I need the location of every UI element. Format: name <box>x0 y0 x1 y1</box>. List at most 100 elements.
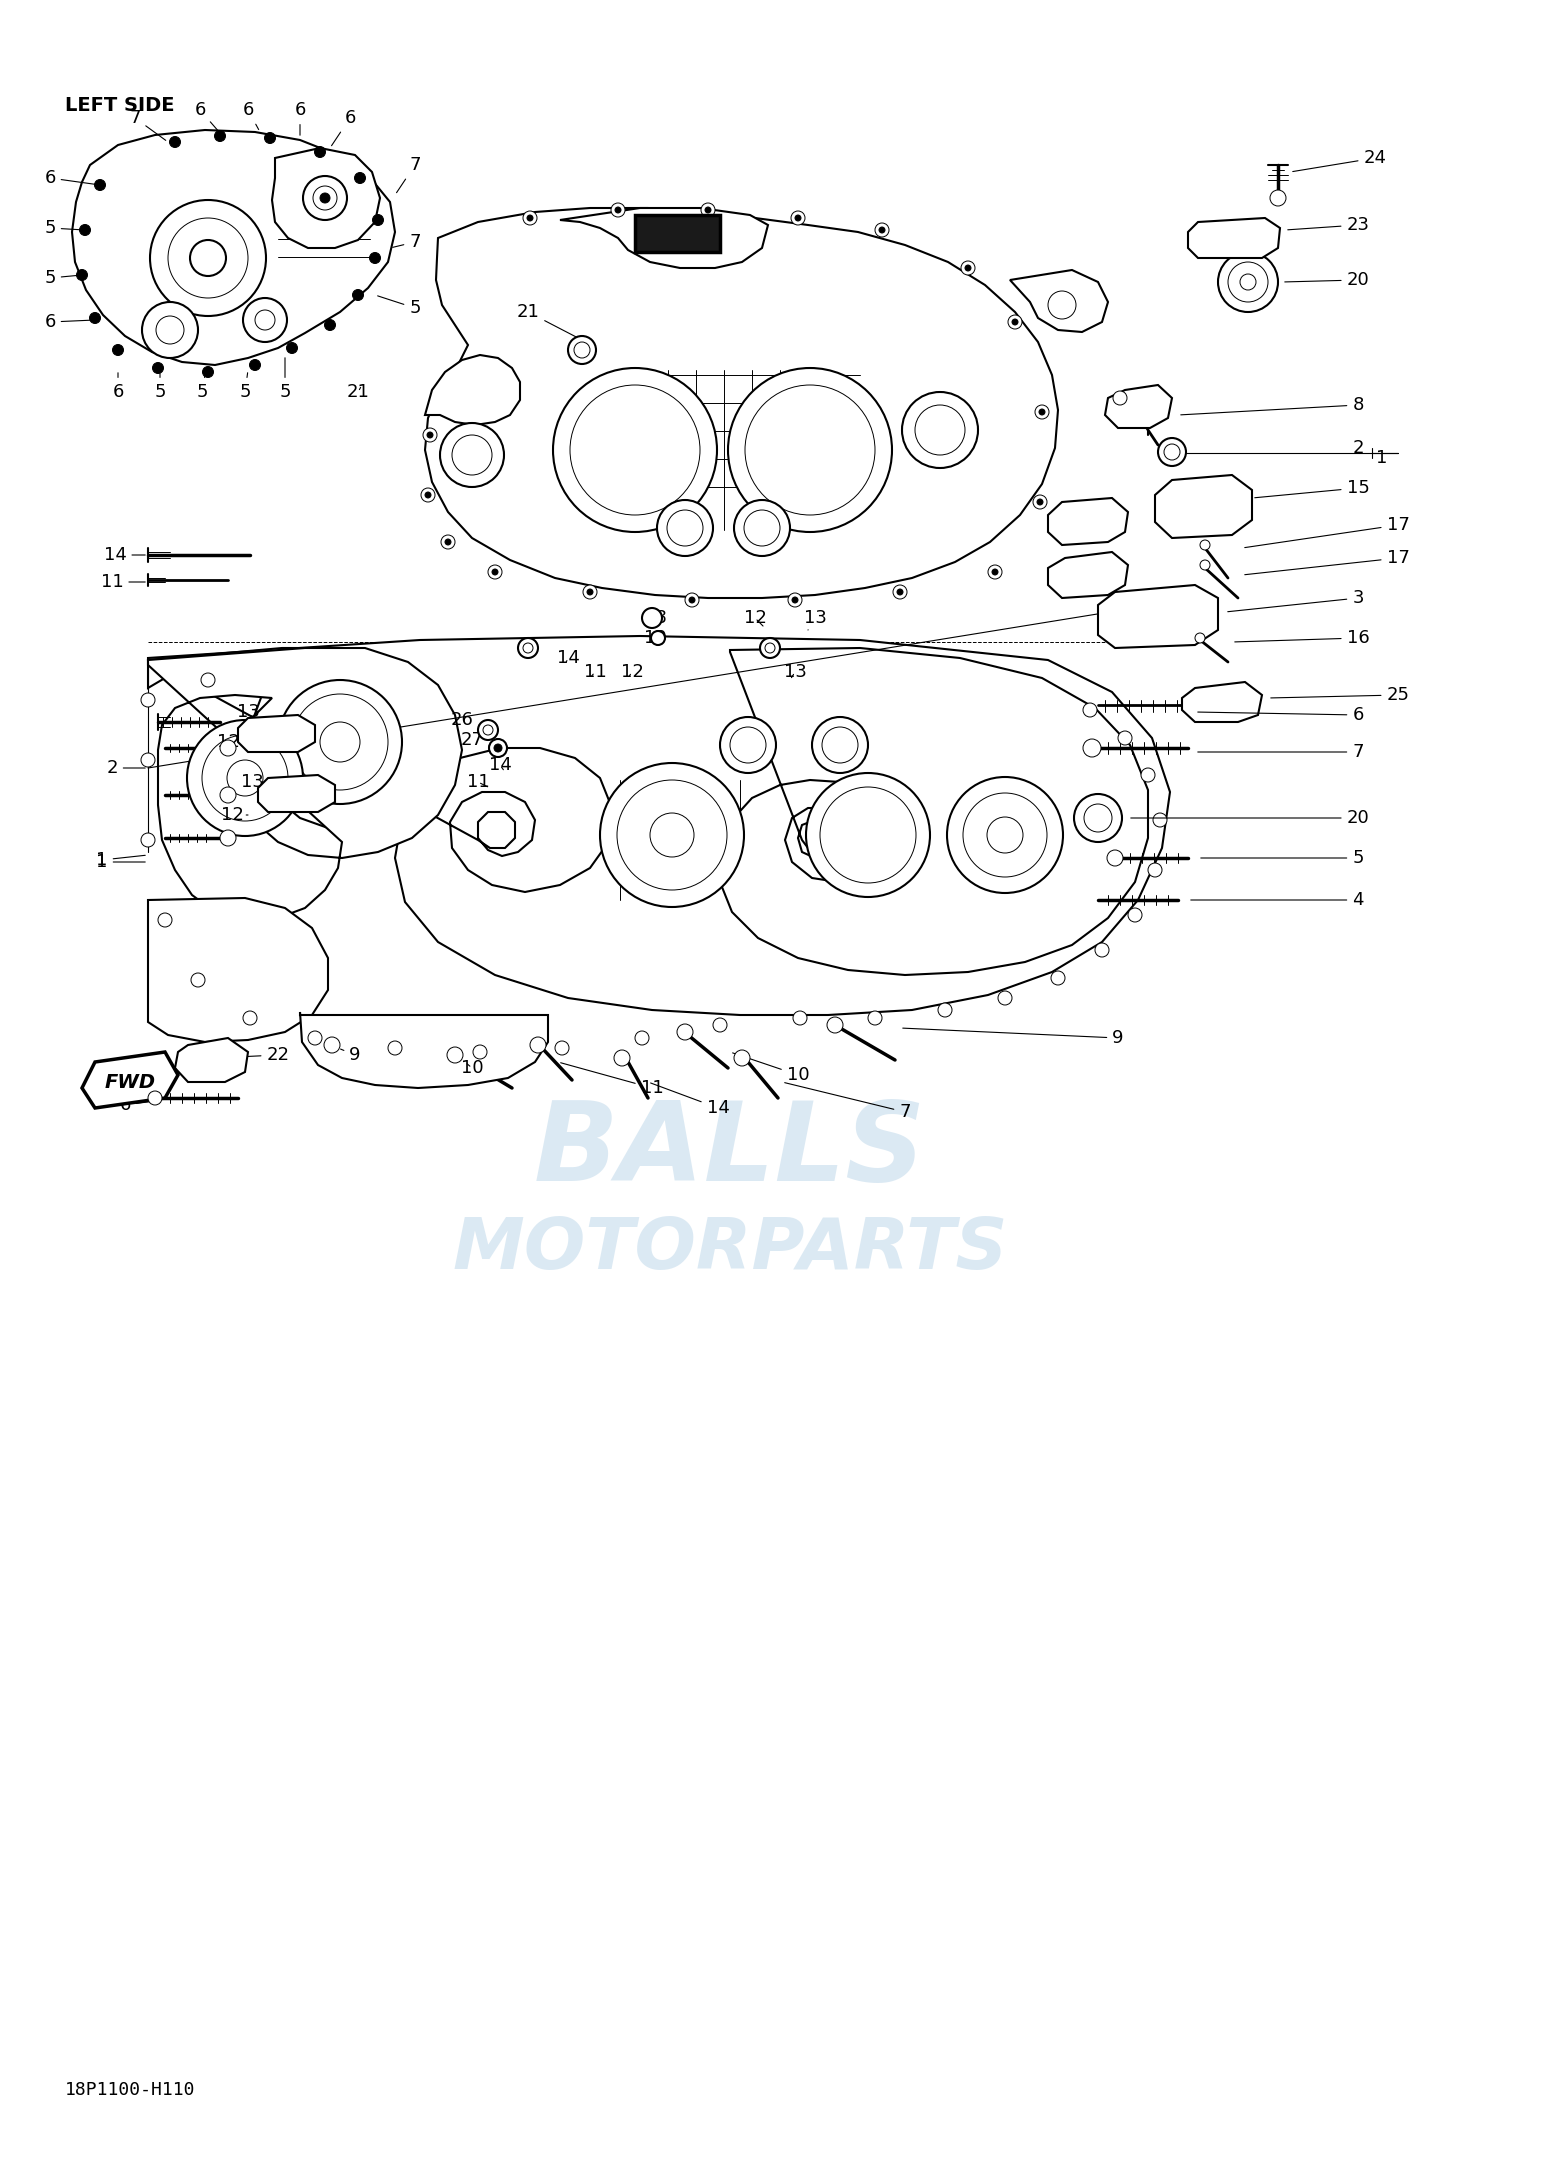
Circle shape <box>523 211 537 225</box>
Circle shape <box>1095 944 1109 957</box>
Text: 25: 25 <box>1271 687 1409 704</box>
Circle shape <box>441 534 455 549</box>
Circle shape <box>720 717 776 774</box>
Circle shape <box>987 818 1022 852</box>
Text: 12: 12 <box>221 807 248 824</box>
Polygon shape <box>1183 682 1261 722</box>
Text: LEFT SIDE: LEFT SIDE <box>65 96 174 116</box>
Circle shape <box>140 752 156 767</box>
Circle shape <box>641 608 662 628</box>
Circle shape <box>1227 262 1268 303</box>
Polygon shape <box>1049 552 1129 597</box>
Circle shape <box>555 1042 569 1055</box>
Polygon shape <box>1049 497 1129 545</box>
Circle shape <box>1200 541 1210 549</box>
Circle shape <box>493 743 503 752</box>
Circle shape <box>191 972 205 988</box>
Circle shape <box>651 630 665 645</box>
Circle shape <box>244 299 287 342</box>
Circle shape <box>734 499 790 556</box>
Circle shape <box>1035 405 1049 419</box>
Circle shape <box>530 1038 546 1053</box>
Circle shape <box>965 266 971 270</box>
Circle shape <box>427 432 433 438</box>
Text: 26: 26 <box>450 711 486 728</box>
Polygon shape <box>258 776 335 811</box>
Circle shape <box>187 719 302 835</box>
Circle shape <box>635 1031 649 1044</box>
Circle shape <box>353 290 364 301</box>
Circle shape <box>278 680 402 804</box>
Circle shape <box>291 693 389 789</box>
Text: 6: 6 <box>45 314 93 331</box>
Text: 12: 12 <box>743 608 766 628</box>
Circle shape <box>447 1046 463 1064</box>
Circle shape <box>554 368 717 532</box>
Circle shape <box>321 194 330 203</box>
Circle shape <box>822 726 857 763</box>
Circle shape <box>446 538 450 545</box>
Circle shape <box>1240 275 1257 290</box>
Text: 6: 6 <box>295 100 305 135</box>
Circle shape <box>265 133 276 144</box>
Circle shape <box>1039 410 1045 414</box>
Polygon shape <box>560 207 768 268</box>
Circle shape <box>156 316 183 344</box>
Circle shape <box>483 726 493 735</box>
Circle shape <box>728 368 891 532</box>
Text: 6: 6 <box>45 170 97 187</box>
Circle shape <box>200 674 214 687</box>
Circle shape <box>813 717 868 774</box>
Text: 6: 6 <box>1198 706 1363 724</box>
Circle shape <box>992 569 998 576</box>
Circle shape <box>202 366 213 377</box>
Circle shape <box>806 774 930 896</box>
Circle shape <box>571 386 700 514</box>
Circle shape <box>1082 702 1096 717</box>
Circle shape <box>489 739 507 756</box>
Text: 1: 1 <box>96 850 145 870</box>
Text: 15: 15 <box>1255 480 1369 497</box>
Polygon shape <box>148 898 328 1042</box>
Polygon shape <box>1187 218 1280 257</box>
Circle shape <box>1082 739 1101 756</box>
Circle shape <box>1271 190 1286 205</box>
Polygon shape <box>426 207 1058 597</box>
Text: 16: 16 <box>1235 630 1369 647</box>
Text: 13: 13 <box>241 774 268 791</box>
Circle shape <box>874 222 890 238</box>
Circle shape <box>168 218 248 299</box>
Polygon shape <box>148 647 438 831</box>
Circle shape <box>250 360 261 371</box>
Text: 6: 6 <box>242 100 259 129</box>
Circle shape <box>897 589 904 595</box>
Text: 5: 5 <box>45 268 79 288</box>
Circle shape <box>1158 438 1186 467</box>
Circle shape <box>820 787 916 883</box>
Polygon shape <box>1010 270 1109 331</box>
Text: 7: 7 <box>396 157 421 192</box>
Text: 9: 9 <box>902 1029 1124 1046</box>
Polygon shape <box>72 131 395 364</box>
Circle shape <box>89 312 100 323</box>
Text: 12: 12 <box>216 732 245 750</box>
Circle shape <box>796 216 800 220</box>
Circle shape <box>1052 970 1066 985</box>
Text: 1: 1 <box>96 852 145 872</box>
Circle shape <box>1012 318 1018 325</box>
Circle shape <box>426 493 432 497</box>
Text: 11: 11 <box>583 663 606 680</box>
Circle shape <box>214 131 225 142</box>
Text: 2: 2 <box>1352 438 1363 458</box>
Circle shape <box>689 597 695 604</box>
Text: 13: 13 <box>236 702 265 722</box>
Circle shape <box>879 227 885 233</box>
Circle shape <box>1147 863 1163 876</box>
Text: 6: 6 <box>194 100 217 131</box>
Circle shape <box>1008 314 1022 329</box>
Circle shape <box>567 336 597 364</box>
Circle shape <box>685 593 699 606</box>
Circle shape <box>244 1012 258 1025</box>
Circle shape <box>439 423 504 486</box>
Text: 11: 11 <box>100 573 145 591</box>
